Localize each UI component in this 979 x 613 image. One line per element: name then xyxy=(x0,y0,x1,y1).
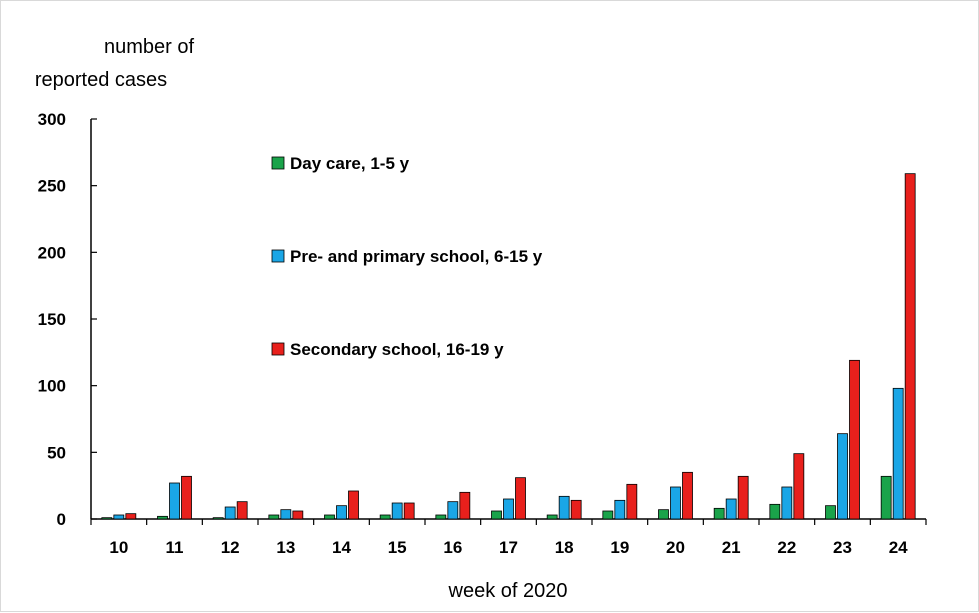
legend-label-1: Day care, 1-5 y xyxy=(290,154,410,173)
bar-2-week-24 xyxy=(892,387,904,520)
bar-3-week-21 xyxy=(737,475,749,520)
y-tick-label: 50 xyxy=(47,443,66,462)
bar-1-week-15 xyxy=(379,514,391,520)
bar-3-week-20 xyxy=(682,471,693,520)
bar-1-week-18 xyxy=(546,514,558,520)
bar-2-week-14 xyxy=(336,505,347,520)
bar-2-week-12 xyxy=(224,506,236,520)
bar-1-week-11 xyxy=(157,515,168,520)
bar-1-week-20 xyxy=(658,509,669,520)
bar-3-week-14 xyxy=(348,490,359,520)
bar-1-week-10 xyxy=(101,517,113,520)
bar-2-week-13 xyxy=(280,509,292,520)
bar-1-week-13 xyxy=(268,514,280,520)
x-tick-label: 22 xyxy=(777,538,796,557)
x-tick-label: 15 xyxy=(388,538,407,557)
x-tick-label: 11 xyxy=(166,538,184,557)
bar-2-week-21 xyxy=(725,498,737,520)
bar-3-week-10 xyxy=(125,513,137,520)
y-tick-label: 200 xyxy=(38,243,66,262)
legend-label-2: Pre- and primary school, 6-15 y xyxy=(290,247,543,266)
bar-3-week-22 xyxy=(793,453,805,520)
bar-3-week-12 xyxy=(236,501,248,520)
y-tick-label: 300 xyxy=(38,110,66,129)
y-tick-label: 100 xyxy=(38,377,66,396)
x-tick-label: 17 xyxy=(499,538,518,557)
legend-swatch-3 xyxy=(271,342,285,356)
x-tick-label: 12 xyxy=(221,538,240,557)
bar-1-week-24 xyxy=(880,475,892,520)
x-tick-label: 10 xyxy=(109,538,128,557)
bar-2-week-17 xyxy=(503,498,514,520)
bar-3-week-11 xyxy=(181,475,192,520)
y-tick-label: 250 xyxy=(38,177,66,196)
bar-3-week-13 xyxy=(292,510,304,520)
bar-2-week-15 xyxy=(391,502,403,520)
bar-3-week-19 xyxy=(626,483,638,520)
bar-2-week-20 xyxy=(670,486,681,520)
x-tick-label: 20 xyxy=(666,538,685,557)
bar-1-week-14 xyxy=(324,514,335,520)
legend: Day care, 1-5 y Pre- and primary school, … xyxy=(271,154,543,359)
legend-swatch-2 xyxy=(271,249,285,263)
bar-3-week-15 xyxy=(403,502,415,520)
bar-2-week-18 xyxy=(558,495,570,520)
bar-1-week-22 xyxy=(769,503,781,520)
x-tick-label: 24 xyxy=(889,538,908,557)
axes: 0 50 100 150 200 250 300 10 11 12 13 14 15 16 17 18 19 20… xyxy=(38,110,927,557)
y-axis-label-line2: reported cases xyxy=(35,69,167,91)
y-tick-label: 0 xyxy=(57,510,66,529)
y-axis-label-line1: number of xyxy=(104,36,194,58)
x-tick-label: 19 xyxy=(610,538,629,557)
bar-2-week-23 xyxy=(837,433,848,520)
bar-1-week-21 xyxy=(713,507,725,520)
bar-1-week-16 xyxy=(435,514,447,520)
x-tick-label: 14 xyxy=(332,538,351,557)
bar-3-week-24 xyxy=(904,173,916,520)
bar-3-week-18 xyxy=(570,499,582,520)
x-axis-label: week of 2020 xyxy=(448,580,568,602)
bar-1-week-17 xyxy=(491,510,502,520)
x-tick-label: 13 xyxy=(276,538,295,557)
bar-3-week-23 xyxy=(849,359,860,520)
bar-1-week-23 xyxy=(825,505,836,520)
legend-label-3: Secondary school, 16-19 y xyxy=(290,340,504,359)
bar-2-week-22 xyxy=(781,486,793,520)
bar-3-week-16 xyxy=(459,491,471,520)
bars xyxy=(101,173,916,520)
bar-1-week-19 xyxy=(602,510,614,520)
y-tick-label: 150 xyxy=(38,310,66,329)
bar-3-week-17 xyxy=(515,477,526,520)
bar-2-week-16 xyxy=(447,501,459,520)
x-tick-label: 16 xyxy=(443,538,462,557)
bar-2-week-19 xyxy=(614,499,626,520)
x-tick-label: 18 xyxy=(555,538,574,557)
x-tick-label: 21 xyxy=(722,538,741,557)
legend-swatch-1 xyxy=(271,156,285,170)
x-tick-label: 23 xyxy=(833,538,852,557)
bar-2-week-10 xyxy=(113,514,125,520)
bar-2-week-11 xyxy=(169,482,180,520)
bar-1-week-12 xyxy=(212,517,224,520)
